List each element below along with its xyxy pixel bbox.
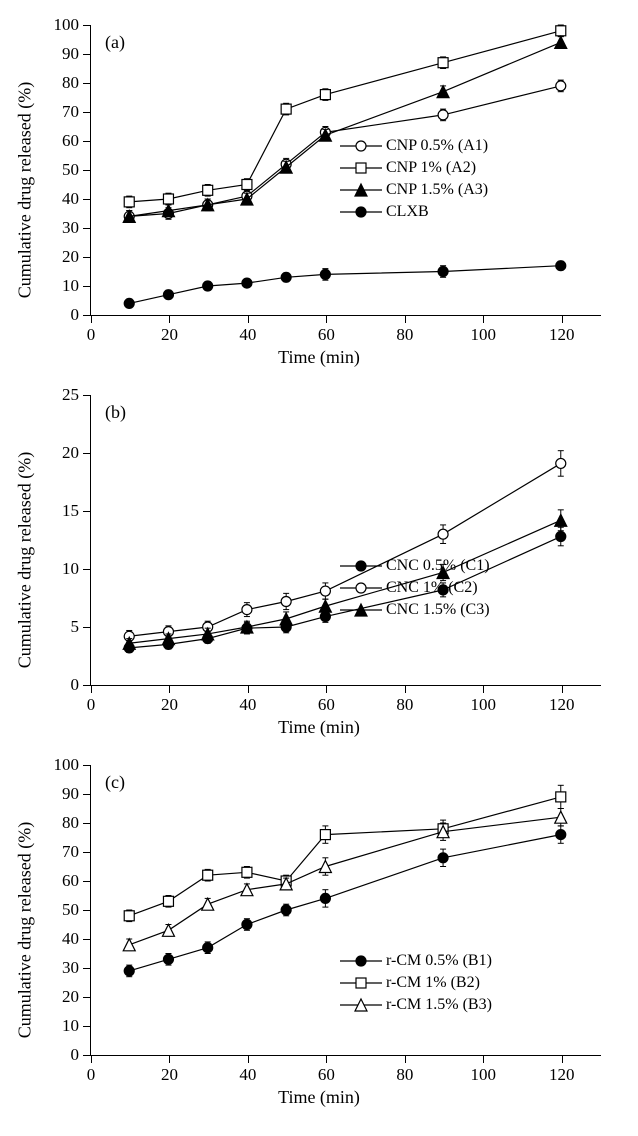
- series-marker: [124, 197, 134, 207]
- series-marker: [320, 893, 330, 903]
- legend-label: CNP 1.5% (A3): [386, 181, 488, 199]
- series-marker: [241, 884, 253, 896]
- plot-svg: [10, 380, 628, 740]
- series-marker: [556, 81, 566, 91]
- legend: r-CM 0.5% (B1) r-CM 1% (B2) r-CM 1.5% (B3): [340, 950, 492, 1016]
- series-line: [129, 817, 561, 945]
- plot-svg: [10, 750, 628, 1110]
- legend-marker: [340, 135, 382, 157]
- series-marker: [320, 830, 330, 840]
- legend-marker: [340, 157, 382, 179]
- series-marker: [163, 896, 173, 906]
- series-marker: [320, 90, 330, 100]
- legend-item: CNC 1% (C2): [340, 577, 490, 599]
- series-marker: [203, 870, 213, 880]
- series-marker: [242, 605, 252, 615]
- legend-marker: [340, 179, 382, 201]
- series-marker: [281, 272, 291, 282]
- legend-marker: [340, 994, 382, 1016]
- plot-svg: [10, 10, 628, 370]
- series-marker: [319, 600, 331, 612]
- legend-label: CNP 1% (A2): [386, 159, 476, 177]
- series-marker: [124, 966, 134, 976]
- legend-item: CNP 1.5% (A3): [340, 179, 488, 201]
- chart-stack: 0102030405060708090100020406080100120Cum…: [10, 10, 628, 1110]
- series-marker: [556, 26, 566, 36]
- series-marker: [556, 458, 566, 468]
- series-marker: [556, 830, 566, 840]
- series-marker: [242, 278, 252, 288]
- legend-marker: [340, 972, 382, 994]
- series-marker: [438, 110, 448, 120]
- series-marker: [281, 596, 291, 606]
- series-marker: [242, 867, 252, 877]
- legend-label: CNP 0.5% (A1): [386, 137, 488, 155]
- series-marker: [202, 898, 214, 910]
- chart-panel-b: 0510152025020406080100120Cumulative drug…: [10, 380, 628, 740]
- series-marker: [281, 104, 291, 114]
- series-marker: [556, 792, 566, 802]
- series-marker: [242, 920, 252, 930]
- series-marker: [242, 180, 252, 190]
- series-marker: [438, 267, 448, 277]
- series-marker: [438, 853, 448, 863]
- series-line: [129, 797, 561, 916]
- series-marker: [556, 261, 566, 271]
- series-marker: [281, 905, 291, 915]
- legend-item: CLXB: [340, 201, 488, 223]
- chart-panel-a: 0102030405060708090100020406080100120Cum…: [10, 10, 628, 370]
- legend-item: CNC 0.5% (C1): [340, 555, 490, 577]
- legend: CNP 0.5% (A1) CNP 1% (A2) CNP 1.5% (A3) CLX…: [340, 135, 488, 223]
- legend-marker: [340, 599, 382, 621]
- series-marker: [163, 194, 173, 204]
- legend-item: r-CM 1% (B2): [340, 972, 492, 994]
- series-marker: [438, 58, 448, 68]
- legend-label: r-CM 1.5% (B3): [386, 996, 492, 1014]
- series-marker: [320, 269, 330, 279]
- legend-item: CNP 0.5% (A1): [340, 135, 488, 157]
- series-marker: [124, 298, 134, 308]
- series-marker: [555, 36, 567, 48]
- series-marker: [163, 290, 173, 300]
- legend-item: CNP 1% (A2): [340, 157, 488, 179]
- series-line: [129, 266, 561, 304]
- chart-panel-c: 0102030405060708090100020406080100120Cum…: [10, 750, 628, 1110]
- series-marker: [280, 613, 292, 625]
- legend-label: CNC 1.5% (C3): [386, 601, 490, 619]
- series-marker: [162, 924, 174, 936]
- legend-label: r-CM 0.5% (B1): [386, 952, 492, 970]
- legend-label: r-CM 1% (B2): [386, 974, 480, 992]
- legend-marker: [340, 950, 382, 972]
- legend-label: CLXB: [386, 203, 429, 221]
- legend-item: r-CM 0.5% (B1): [340, 950, 492, 972]
- legend: CNC 0.5% (C1) CNC 1% (C2) CNC 1.5% (C3): [340, 555, 490, 621]
- series-marker: [203, 185, 213, 195]
- series-marker: [319, 861, 331, 873]
- series-marker: [203, 943, 213, 953]
- series-marker: [438, 529, 448, 539]
- series-marker: [555, 514, 567, 526]
- legend-item: r-CM 1.5% (B3): [340, 994, 492, 1016]
- series-marker: [437, 86, 449, 98]
- series-marker: [320, 586, 330, 596]
- series-marker: [163, 954, 173, 964]
- series-marker: [124, 911, 134, 921]
- legend-marker: [340, 577, 382, 599]
- series-marker: [203, 281, 213, 291]
- legend-marker: [340, 201, 382, 223]
- series-marker: [123, 939, 135, 951]
- legend-label: CNC 1% (C2): [386, 579, 478, 597]
- legend-label: CNC 0.5% (C1): [386, 557, 490, 575]
- series-marker: [556, 532, 566, 542]
- legend-marker: [340, 555, 382, 577]
- legend-item: CNC 1.5% (C3): [340, 599, 490, 621]
